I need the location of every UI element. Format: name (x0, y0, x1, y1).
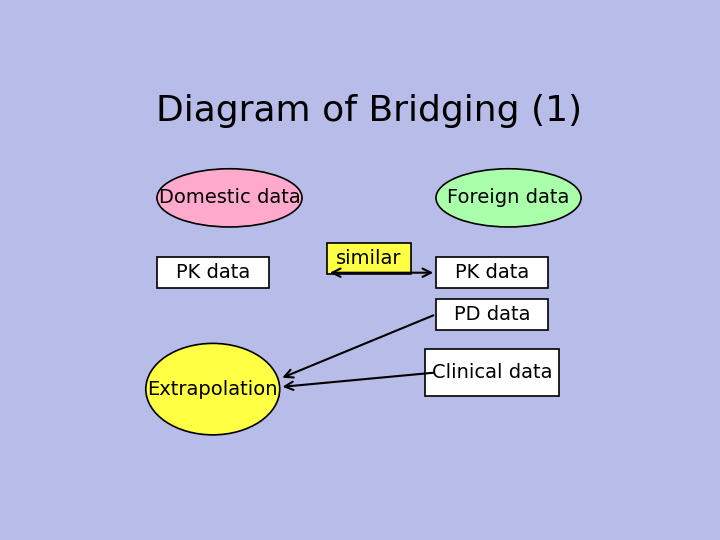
FancyBboxPatch shape (436, 257, 548, 288)
Text: PK data: PK data (176, 263, 250, 282)
Text: PK data: PK data (454, 263, 529, 282)
Text: Clinical data: Clinical data (431, 363, 552, 382)
Text: Diagram of Bridging (1): Diagram of Bridging (1) (156, 94, 582, 128)
Text: PD data: PD data (454, 305, 530, 324)
Ellipse shape (436, 168, 581, 227)
Text: Foreign data: Foreign data (447, 188, 570, 207)
Ellipse shape (145, 343, 279, 435)
Ellipse shape (157, 168, 302, 227)
FancyBboxPatch shape (436, 299, 548, 330)
Text: Domestic data: Domestic data (158, 188, 300, 207)
Text: Extrapolation: Extrapolation (148, 380, 278, 399)
FancyBboxPatch shape (425, 349, 559, 396)
Text: similar: similar (336, 248, 402, 268)
FancyBboxPatch shape (327, 242, 411, 274)
FancyBboxPatch shape (157, 257, 269, 288)
